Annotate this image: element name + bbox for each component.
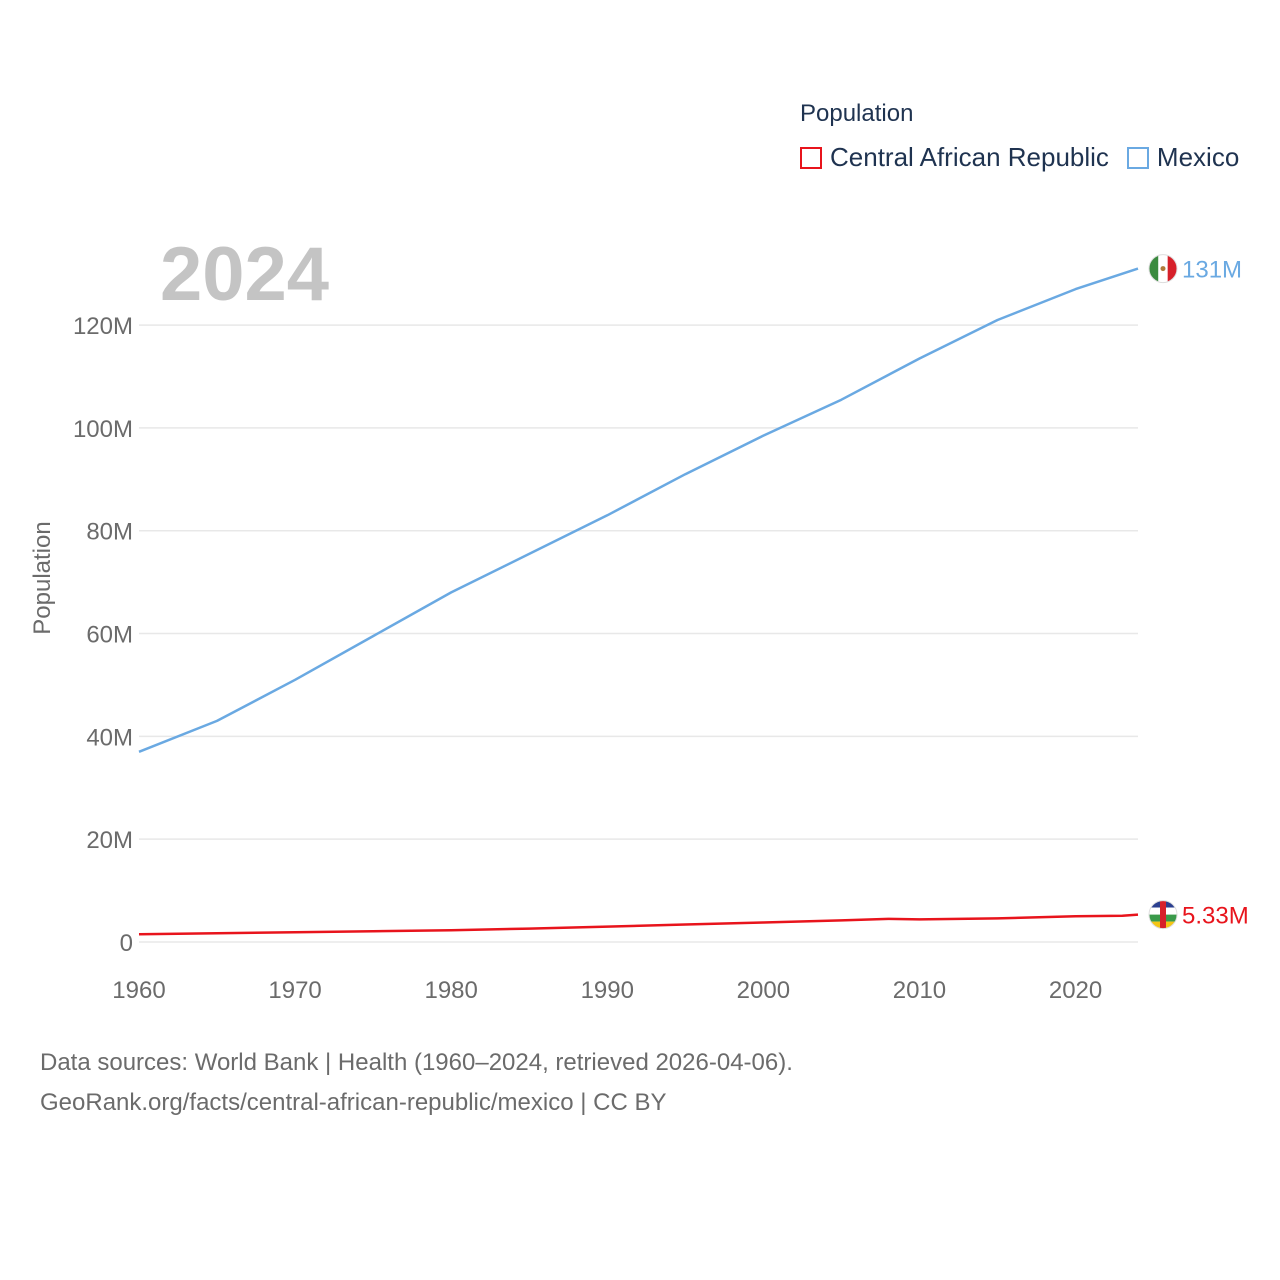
y-axis-title: Population	[29, 521, 56, 634]
mexico-flag-icon	[1148, 254, 1178, 284]
end-label-mexico: 131M	[1182, 257, 1242, 284]
x-tick-label: 2010	[893, 977, 946, 1004]
y-tick-label: 120M	[73, 313, 133, 340]
y-tick-label: 80M	[86, 519, 133, 546]
x-tick-label: 1990	[581, 977, 634, 1004]
year-watermark: 2024	[160, 232, 329, 317]
legend-title: Population	[800, 100, 914, 127]
legend-label-central-african-republic: Central African Republic	[830, 142, 1109, 172]
footer: Data sources: World Bank | Health (1960–…	[40, 1043, 793, 1123]
x-tick-label: 1970	[268, 977, 321, 1004]
x-axis: 1960 1970 1980 1990 2000 2010 2020	[112, 977, 1102, 1004]
y-tick-label: 20M	[86, 827, 133, 854]
series-line-mexico	[138, 267, 1139, 753]
x-tick-label: 1980	[424, 977, 477, 1004]
legend: Central African Republic Mexico	[800, 142, 1257, 173]
y-tick-label: 40M	[86, 724, 133, 751]
legend-label-mexico: Mexico	[1156, 142, 1240, 172]
legend-item-mexico[interactable]: Mexico	[1126, 142, 1240, 173]
series-line-central-african-republic	[138, 913, 1139, 936]
y-axis: 0 20M 40M 60M 80M 100M 120M	[73, 313, 133, 957]
legend-item-central-african-republic[interactable]: Central African Republic	[800, 142, 1109, 173]
series	[138, 267, 1139, 936]
y-tick-label: 0	[120, 930, 133, 957]
central-african-republic-flag-icon	[1148, 900, 1178, 930]
legend-swatch-central-african-republic	[800, 146, 822, 169]
end-labels: 5.33M 131M	[1148, 254, 1249, 930]
legend-swatch-mexico	[1126, 146, 1149, 169]
x-tick-label: 1960	[112, 977, 165, 1004]
x-tick-label: 2020	[1049, 977, 1102, 1004]
y-tick-label: 100M	[73, 416, 133, 443]
x-tick-label: 2000	[737, 977, 790, 1004]
gridlines	[139, 324, 1138, 943]
footer-url[interactable]: GeoRank.org/facts/central-african-republ…	[40, 1089, 667, 1116]
footer-sources: Data sources: World Bank | Health (1960–…	[40, 1049, 793, 1076]
y-tick-label: 60M	[86, 622, 133, 649]
end-label-central-african-republic: 5.33M	[1182, 903, 1249, 930]
